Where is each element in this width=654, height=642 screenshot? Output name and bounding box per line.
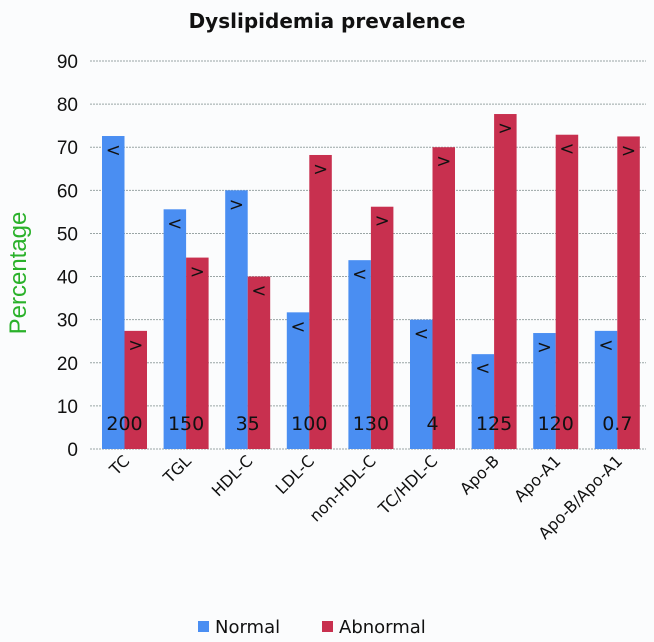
bars — [102, 114, 640, 450]
bar-marker: < — [559, 139, 574, 160]
chart-title: Dyslipidemia prevalence — [189, 9, 466, 33]
y-axis-label: Percentage — [5, 212, 32, 335]
bar-abnormal-apo-a1 — [555, 134, 579, 449]
x-tick-label: LDL-C — [272, 451, 319, 498]
cutoff-label: 100 — [291, 413, 327, 435]
y-tick-label: 50 — [57, 224, 78, 245]
bar-normal-apo-b-apo-a1 — [594, 330, 618, 449]
bar-marker: < — [352, 264, 367, 285]
x-tick-label: non-HDL-C — [306, 451, 380, 525]
x-tick-label: Apo-A1 — [510, 451, 564, 505]
cutoff-label: 125 — [476, 413, 512, 435]
y-tick-label: 20 — [57, 354, 78, 375]
bar-abnormal-apo-b-apo-a1 — [617, 136, 640, 449]
bar-marker: < — [414, 324, 429, 345]
bar-marker: < — [251, 281, 266, 302]
y-axis-ticks: 0 10 20 30 40 50 60 70 80 90 — [57, 52, 78, 461]
bar-marker: > — [621, 140, 636, 161]
cutoff-label: 4 — [426, 413, 438, 435]
x-tick-label: Apo-B — [456, 451, 503, 498]
bar-marker: > — [229, 194, 244, 215]
y-tick-label: 90 — [57, 52, 78, 73]
cutoff-label: 120 — [538, 413, 574, 435]
y-tick-label: 80 — [57, 95, 78, 116]
y-tick-label: 0 — [67, 440, 78, 461]
bar-marker: < — [106, 140, 121, 161]
cutoff-label: 0.7 — [602, 413, 632, 435]
bar-normal-apo-a1 — [533, 333, 556, 449]
legend: Normal Abnormal — [198, 617, 426, 638]
bar-labels: < >200 < >150 > <35 < >100 < >130 < >4 < >125 > <120 < >0… — [106, 118, 636, 435]
y-tick-label: 10 — [57, 397, 78, 418]
bar-abnormal-tgl — [186, 257, 209, 449]
cutoff-label: 35 — [236, 413, 260, 435]
x-tick-label: TGL — [159, 451, 195, 487]
y-tick-label: 70 — [57, 138, 78, 159]
cutoff-label: 200 — [106, 413, 142, 435]
bar-normal-tgl — [163, 209, 187, 449]
bar-normal-tc-hdl-c — [410, 319, 433, 449]
bar-abnormal-tc-hdl-c — [432, 147, 455, 449]
bar-marker: > — [375, 211, 390, 232]
legend-label-normal: Normal — [215, 617, 280, 638]
y-tick-label: 40 — [57, 268, 78, 289]
bar-marker: > — [436, 151, 451, 172]
cutoff-label: 130 — [353, 413, 389, 435]
bar-abnormal-ldl-c — [309, 154, 332, 449]
bar-marker: < — [599, 335, 614, 356]
bar-abnormal-tc — [124, 330, 147, 449]
bar-marker: > — [498, 118, 513, 139]
bar-abnormal-hdl-c — [247, 276, 271, 449]
bar-abnormal-non-hdl-c — [370, 206, 394, 449]
bar-normal-hdl-c — [225, 190, 248, 450]
x-tick-label: HDL-C — [208, 451, 257, 500]
bar-normal-tc — [102, 136, 125, 449]
bar-abnormal-apo-b — [494, 114, 517, 449]
legend-swatch-abnormal — [322, 621, 333, 632]
legend-swatch-normal — [198, 621, 209, 632]
bar-marker: < — [167, 213, 182, 234]
y-tick-label: 30 — [57, 311, 78, 332]
y-tick-label: 60 — [57, 181, 78, 202]
bar-marker: > — [313, 159, 328, 180]
bar-marker: < — [291, 316, 306, 337]
legend-label-abnormal: Abnormal — [339, 617, 426, 638]
x-tick-label: TC/HDL-C — [374, 451, 441, 518]
x-tick-label: TC — [105, 451, 133, 479]
bar-normal-non-hdl-c — [348, 260, 371, 449]
bar-marker: > — [128, 335, 143, 356]
bar-marker: > — [537, 337, 552, 358]
bar-marker: < — [475, 358, 490, 379]
bar-marker: > — [190, 262, 205, 283]
cutoff-label: 150 — [168, 413, 204, 435]
bar-normal-ldl-c — [286, 312, 310, 449]
bar-normal-apo-b — [471, 354, 495, 449]
